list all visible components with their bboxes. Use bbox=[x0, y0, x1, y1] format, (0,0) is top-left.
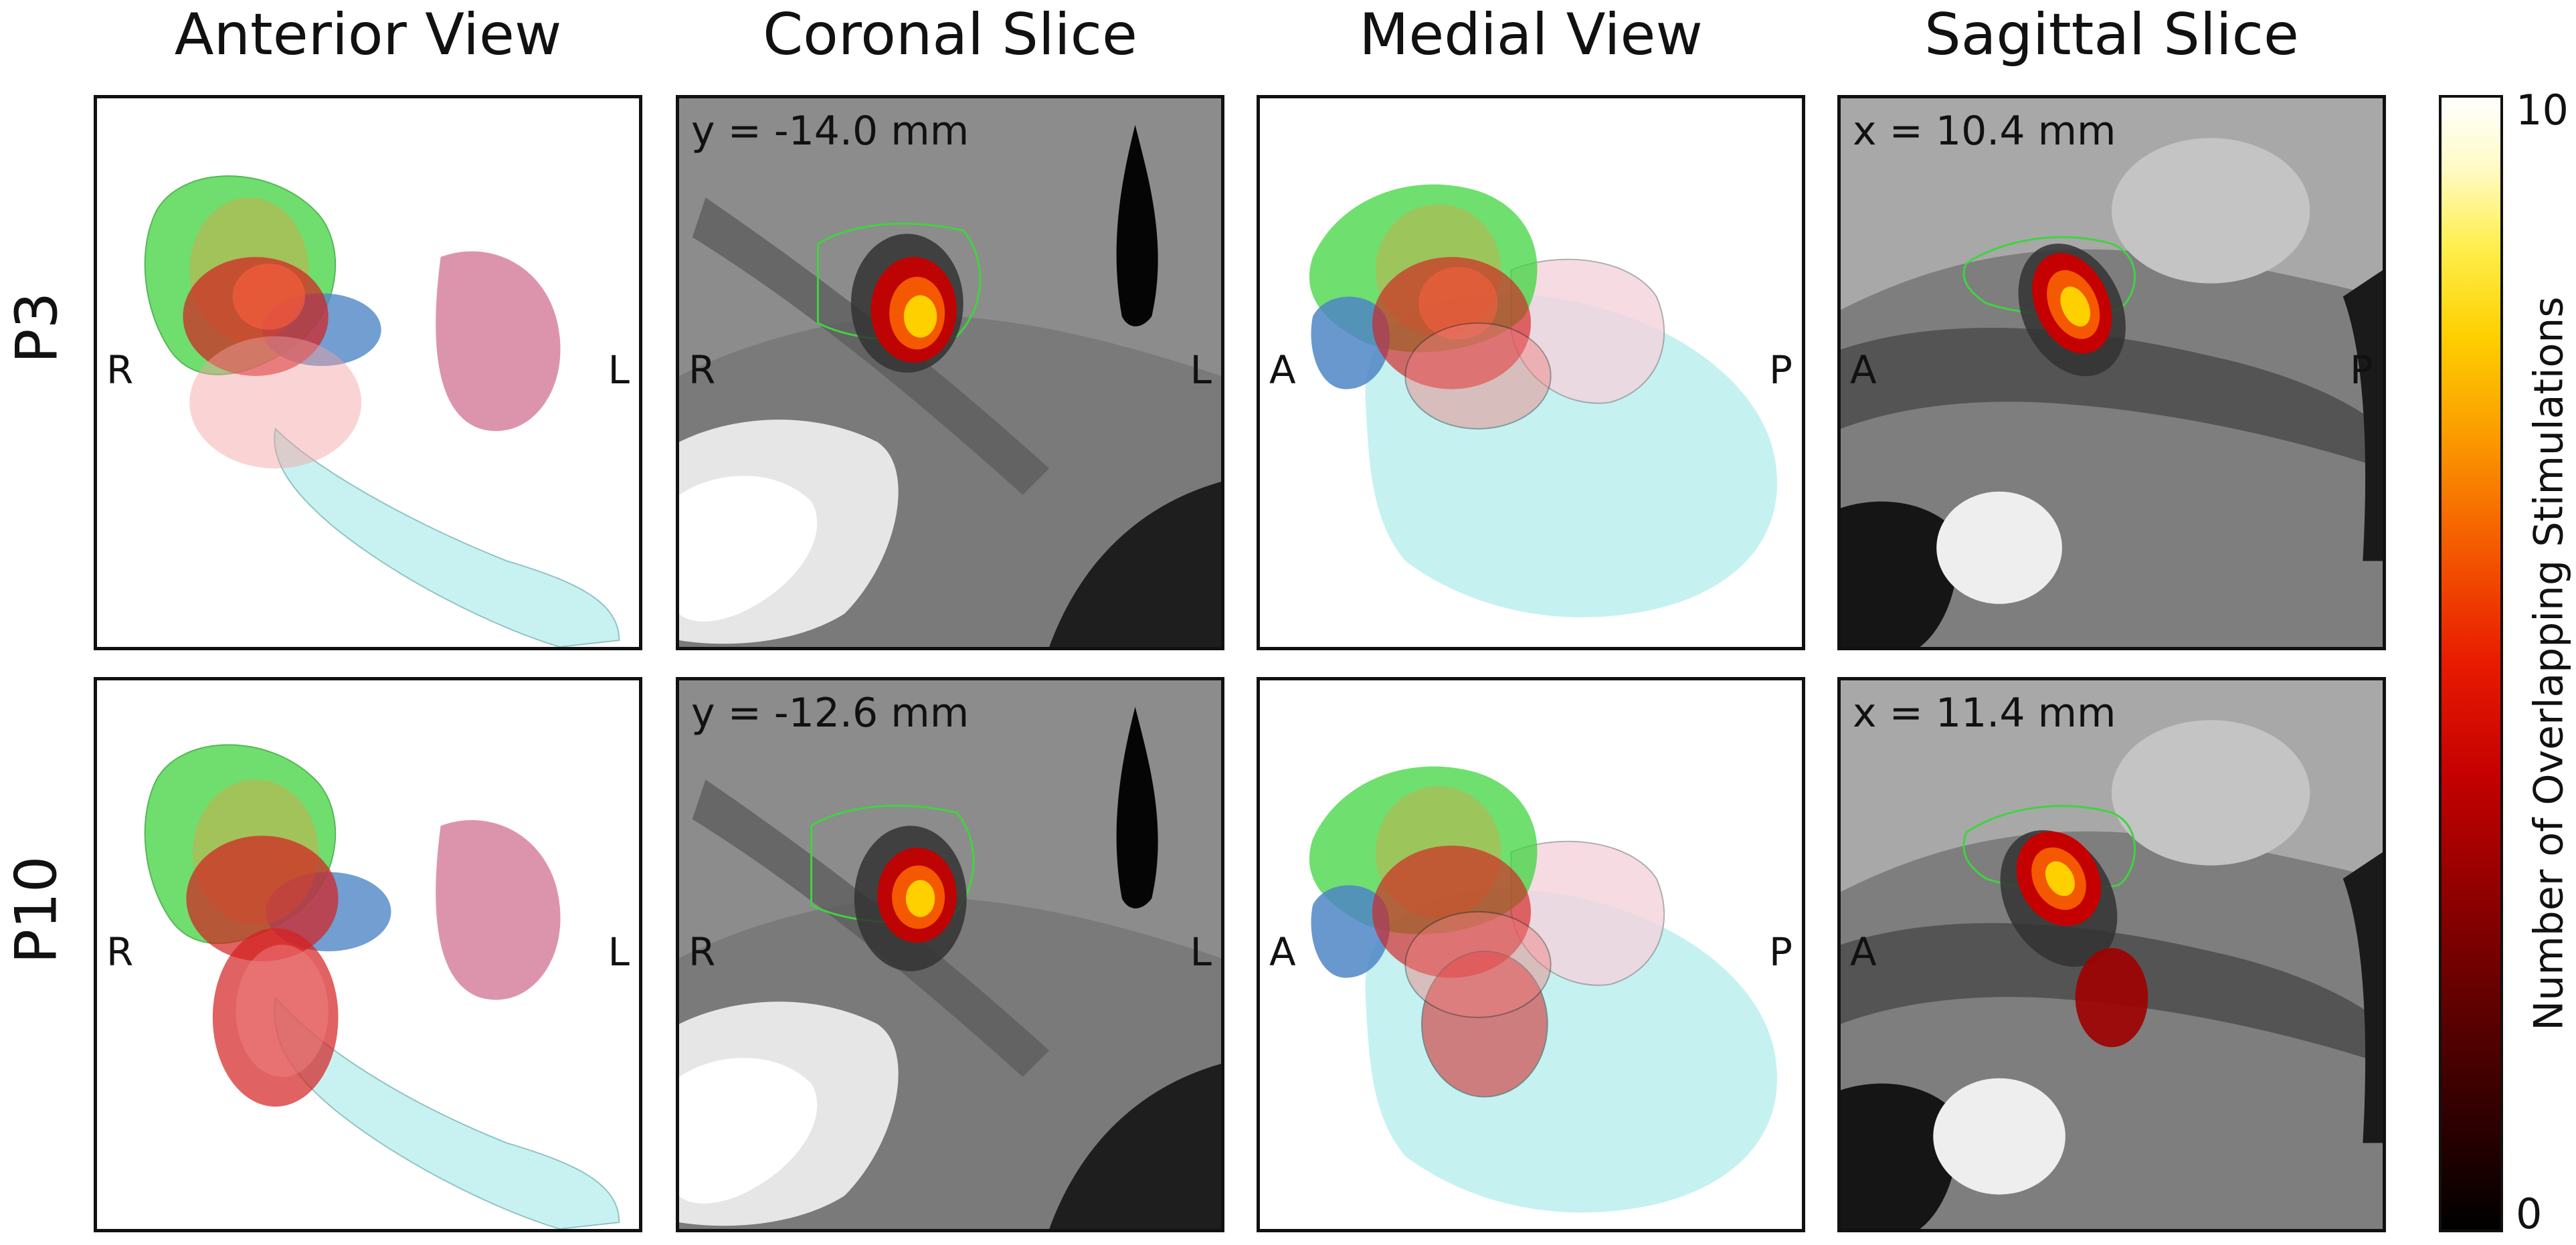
p10-medial-view-panel: A P bbox=[1257, 677, 1805, 1232]
p3-coronal-left-marker: L bbox=[1190, 347, 1212, 393]
p10-sagittal-coordinate: x = 11.4 mm bbox=[1853, 690, 2116, 737]
colorbar-max-tick: 10 bbox=[2516, 86, 2569, 134]
p10-anterior-left-marker: L bbox=[608, 929, 630, 975]
column-title-coronal-slice: Coronal Slice bbox=[763, 1, 1137, 68]
colorbar-label-wrap: Number of Overlapping Stimulations bbox=[2526, 95, 2573, 1232]
p10-medial-posterior-marker: P bbox=[1769, 929, 1792, 975]
row-label-p3-wrap: P3 bbox=[0, 221, 74, 435]
colorbar-gradient bbox=[2439, 95, 2503, 1232]
column-title-medial-view: Medial View bbox=[1359, 1, 1703, 68]
p3-medial-posterior-marker: P bbox=[1769, 347, 1792, 393]
p3-anterior-render bbox=[144, 175, 620, 647]
colorbar-min-tick: 0 bbox=[2516, 1189, 2543, 1238]
p10-coronal-slice-panel: y = -12.6 mm R L bbox=[676, 677, 1224, 1232]
row-label-p3: P3 bbox=[3, 292, 70, 364]
p10-anterior-right-marker: R bbox=[106, 929, 134, 975]
p10-anterior-view-panel: R L bbox=[94, 677, 642, 1232]
p3-coronal-image bbox=[679, 98, 1221, 647]
p3-medial-render bbox=[1309, 184, 1778, 617]
p10-sagittal-slice-panel: x = 11.4 mm A bbox=[1837, 677, 2386, 1232]
p10-medial-anterior-marker: A bbox=[1269, 929, 1296, 975]
colorbar-label: Number of Overlapping Stimulations bbox=[2526, 296, 2573, 1031]
p10-sagittal-anterior-marker: A bbox=[1850, 929, 1877, 975]
row-label-p10: P10 bbox=[3, 856, 71, 964]
p3-sagittal-coordinate: x = 10.4 mm bbox=[1853, 108, 2116, 155]
p3-medial-anterior-marker: A bbox=[1269, 347, 1296, 393]
p10-coronal-image bbox=[679, 680, 1221, 1229]
p3-coronal-slice-panel: y = -14.0 mm R L bbox=[676, 95, 1224, 650]
p10-anterior-render bbox=[144, 744, 620, 1229]
p3-coronal-right-marker: R bbox=[688, 347, 716, 393]
p3-medial-view-panel: A P bbox=[1257, 95, 1805, 650]
p10-coronal-right-marker: R bbox=[688, 929, 716, 975]
p3-sagittal-image bbox=[1841, 98, 2383, 647]
p10-coronal-left-marker: L bbox=[1190, 929, 1212, 975]
p3-anterior-left-marker: L bbox=[608, 347, 630, 393]
p10-sagittal-image bbox=[1841, 680, 2383, 1229]
p3-sagittal-anterior-marker: A bbox=[1850, 347, 1877, 393]
p3-coronal-coordinate: y = -14.0 mm bbox=[691, 108, 970, 155]
column-title-anterior-view: Anterior View bbox=[174, 1, 562, 68]
row-label-p10-wrap: P10 bbox=[0, 803, 74, 1017]
column-title-sagittal-slice: Sagittal Slice bbox=[1924, 1, 2299, 68]
p10-medial-render bbox=[1309, 766, 1778, 1213]
p3-sagittal-posterior-marker: P bbox=[2350, 347, 2373, 393]
p3-anterior-view-panel: R L bbox=[94, 95, 642, 650]
p3-anterior-right-marker: R bbox=[106, 347, 134, 393]
p3-sagittal-slice-panel: x = 10.4 mm A P bbox=[1837, 95, 2386, 650]
p10-coronal-coordinate: y = -12.6 mm bbox=[691, 690, 970, 737]
